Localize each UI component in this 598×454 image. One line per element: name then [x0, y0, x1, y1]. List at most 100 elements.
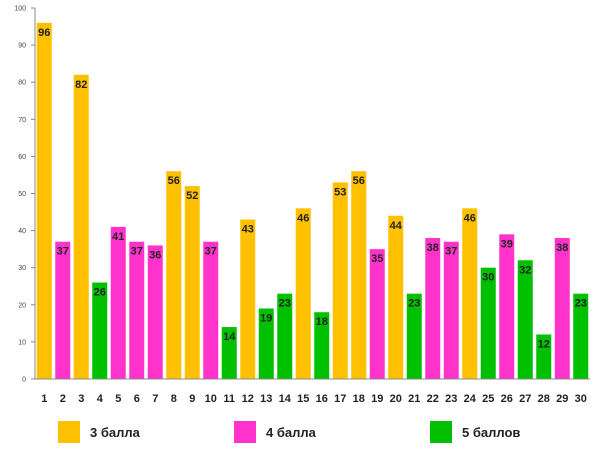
x-tick-label: 20 — [390, 393, 402, 405]
bar — [73, 74, 89, 379]
bar-value-label: 37 — [205, 246, 217, 258]
bar — [203, 241, 219, 379]
bar-value-label: 46 — [297, 212, 309, 224]
bar-value-label: 19 — [260, 313, 272, 325]
bar — [351, 171, 367, 379]
bar-value-label: 43 — [242, 223, 254, 235]
bar — [332, 182, 348, 379]
legend-swatch-5-ballov — [430, 421, 452, 443]
bar-value-label: 23 — [575, 298, 587, 310]
bar — [517, 260, 533, 379]
bar-value-label: 18 — [316, 316, 328, 328]
y-tick-label: 40 — [18, 228, 26, 235]
y-tick-label: 30 — [18, 265, 26, 272]
bar — [166, 171, 182, 379]
bar-value-label: 56 — [353, 175, 365, 187]
x-axis: 1 2 3 4 5 6 7 8 9 10 11 12 13 14 15 16 17 18 19 20 21 22 23 24 2… — [35, 378, 590, 405]
y-tick-label: 90 — [18, 43, 26, 50]
bar — [443, 241, 459, 379]
x-tick-label: 13 — [260, 393, 272, 405]
x-tick-label: 29 — [556, 393, 568, 405]
bar-value-label: 26 — [94, 287, 106, 299]
bar — [277, 293, 293, 379]
x-tick-label: 12 — [242, 393, 254, 405]
x-tick-label: 9 — [189, 393, 195, 405]
x-tick-label: 8 — [171, 393, 177, 405]
x-tick-label: 2 — [60, 393, 66, 405]
bar-value-label: 37 — [57, 246, 69, 258]
bar-value-label: 96 — [38, 27, 50, 39]
x-tick-label: 10 — [205, 393, 217, 405]
x-tick-label: 16 — [316, 393, 328, 405]
bar — [499, 234, 515, 379]
y-tick-label: 70 — [18, 117, 26, 124]
bar — [184, 186, 200, 379]
x-tick-label: 1 — [41, 393, 47, 405]
bar — [240, 219, 256, 379]
x-tick-label: 6 — [134, 393, 140, 405]
bar-value-label: 56 — [168, 175, 180, 187]
legend-label-4-balla: 4 балла — [266, 424, 316, 440]
x-tick-label: 21 — [408, 393, 420, 405]
bar-value-label: 23 — [408, 298, 420, 310]
y-tick-label: 80 — [18, 80, 26, 87]
x-tick-label: 14 — [279, 393, 292, 405]
bar-value-label: 14 — [223, 331, 236, 343]
x-tick-label: 4 — [97, 393, 104, 405]
bar-value-label: 12 — [538, 338, 550, 350]
bar-value-label: 46 — [464, 212, 476, 224]
bar-value-label: 38 — [427, 242, 439, 254]
x-tick-label: 28 — [538, 393, 550, 405]
bar-value-label: 41 — [112, 231, 124, 243]
y-tick-label: 20 — [18, 302, 26, 309]
y-tick-label: 100 — [14, 6, 26, 13]
bar-value-label: 44 — [390, 220, 403, 232]
legend-item-5-ballov: 5 баллов — [430, 420, 520, 444]
legend-swatch-4-balla — [234, 421, 256, 443]
x-tick-label: 15 — [297, 393, 309, 405]
bar — [573, 293, 589, 379]
bar-value-label: 32 — [519, 264, 531, 276]
y-tick-label: 50 — [18, 191, 26, 198]
bar — [258, 308, 274, 379]
bar-value-label: 30 — [482, 272, 494, 284]
bar — [55, 241, 71, 379]
bar — [129, 241, 145, 379]
bars: 96 37 82 26 41 37 36 56 52 37 14 43 19 23 46 18 53 56 35 44… — [36, 22, 589, 380]
bar — [110, 226, 126, 379]
y-tick-label: 60 — [18, 154, 26, 161]
legend-label-5-ballov: 5 баллов — [462, 424, 521, 440]
bar — [480, 267, 496, 379]
bar — [536, 334, 552, 379]
x-tick-label: 26 — [501, 393, 513, 405]
x-tick-label: 24 — [464, 393, 477, 405]
legend-label-3-balla: 3 балла — [90, 424, 140, 440]
bar — [147, 245, 163, 379]
bar — [92, 282, 108, 379]
x-tick-label: 19 — [371, 393, 383, 405]
bar — [406, 293, 422, 379]
bar-value-label: 37 — [131, 246, 143, 258]
x-tick-label: 7 — [152, 393, 158, 405]
bar — [388, 215, 404, 379]
bar-value-label: 36 — [149, 249, 161, 261]
bar — [221, 327, 237, 379]
x-tick-label: 5 — [115, 393, 121, 405]
x-tick-label: 30 — [575, 393, 587, 405]
legend-item-3-balla: 3 балла — [58, 420, 140, 444]
y-tick-label: 10 — [18, 339, 26, 346]
bar-value-label: 35 — [371, 253, 383, 265]
x-tick-label: 23 — [445, 393, 457, 405]
x-tick-label: 11 — [223, 393, 235, 405]
bar — [369, 249, 385, 379]
bar-value-label: 82 — [75, 79, 87, 91]
x-tick-label: 25 — [482, 393, 494, 405]
bar — [295, 208, 311, 379]
y-tick-label: 0 — [22, 377, 26, 384]
bar-value-label: 39 — [501, 238, 513, 250]
bar — [314, 312, 330, 379]
x-tick-label: 17 — [334, 393, 346, 405]
legend-swatch-3-balla — [58, 421, 80, 443]
bar — [36, 22, 52, 380]
